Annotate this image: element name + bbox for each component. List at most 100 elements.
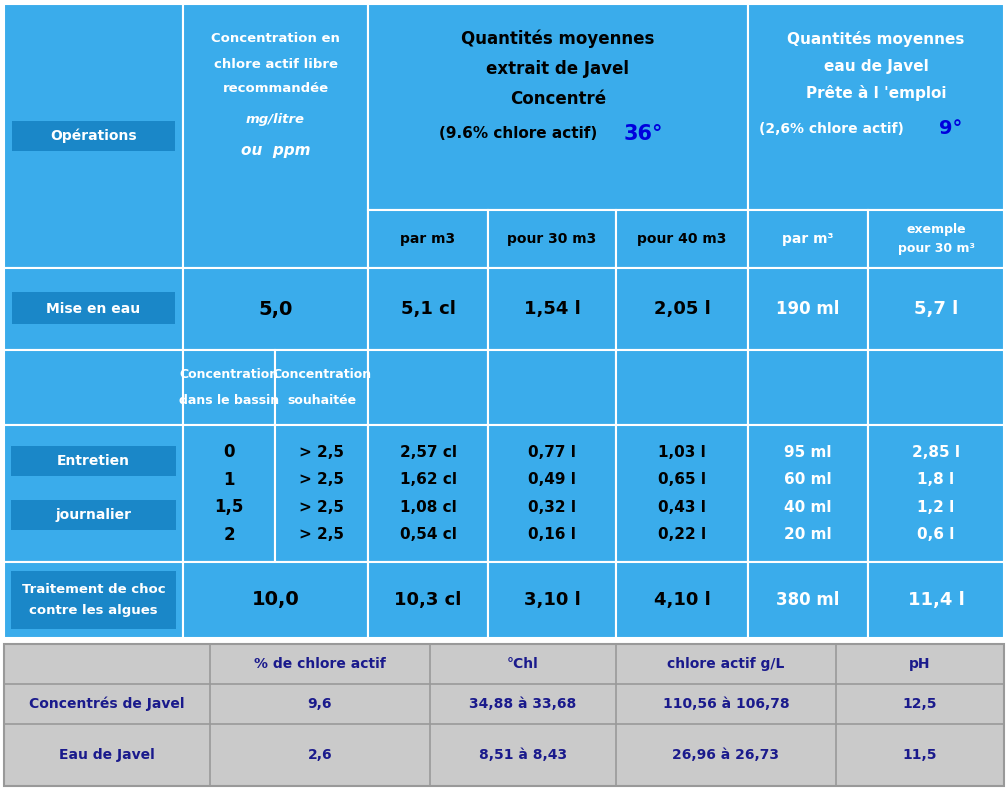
Text: chlore actif g/L: chlore actif g/L [667,657,784,671]
Bar [4,4,1004,638]
Text: journalier: journalier [55,509,131,522]
Text: pour 30 m³: pour 30 m³ [897,243,975,255]
Bar [748,4,1004,210]
Text: 2: 2 [223,525,235,544]
Bar [11,446,176,476]
Text: ou  ppm: ou ppm [241,144,310,159]
Text: Traitement de choc: Traitement de choc [22,583,165,596]
Text: 60 ml: 60 ml [784,472,832,487]
Bar [368,4,748,210]
Text: 0,6 l: 0,6 l [917,527,955,542]
Text: Mise en eau: Mise en eau [46,302,140,316]
Text: Concentration: Concentration [179,368,278,382]
Bar [183,350,275,425]
Bar [616,425,748,562]
Text: dans le bassin: dans le bassin [179,393,279,407]
Text: 3,10 l: 3,10 l [523,591,581,609]
Text: 0,43 l: 0,43 l [658,500,706,515]
Text: 0,16 l: 0,16 l [528,527,576,542]
Text: Prête à l 'emploi: Prête à l 'emploi [805,85,947,101]
Text: chlore actif libre: chlore actif libre [214,58,338,70]
Bar [12,292,175,324]
Text: pour 30 m3: pour 30 m3 [507,232,597,246]
Text: % de chlore actif: % de chlore actif [254,657,386,671]
Text: 1,03 l: 1,03 l [658,445,706,460]
Bar [616,268,748,350]
Bar [4,562,183,638]
Text: 0,77 l: 0,77 l [528,445,576,460]
Bar [868,562,1004,638]
Bar [12,121,175,151]
Text: par m³: par m³ [782,232,834,246]
Bar [748,350,868,425]
Bar [183,268,368,350]
Text: 1,5: 1,5 [215,498,244,516]
Text: 12,5: 12,5 [903,697,937,711]
Text: 11,5: 11,5 [903,748,937,762]
Bar [488,425,616,562]
Bar [368,425,488,562]
Bar [368,562,488,638]
Text: 1,08 cl: 1,08 cl [399,500,457,515]
Text: 1: 1 [223,471,235,489]
Text: 2,85 l: 2,85 l [912,445,960,460]
Text: 0,49 l: 0,49 l [528,472,576,487]
Text: extrait de Javel: extrait de Javel [487,60,630,78]
Text: Concentré: Concentré [510,90,606,108]
Text: 0,32 l: 0,32 l [528,500,576,515]
Bar [616,210,748,268]
Text: pH: pH [909,657,930,671]
Text: 1,62 cl: 1,62 cl [399,472,457,487]
Text: 4,10 l: 4,10 l [653,591,711,609]
Text: par m3: par m3 [400,232,456,246]
Text: mg/litre: mg/litre [246,112,305,126]
Text: Quantités moyennes: Quantités moyennes [787,31,965,47]
Bar [868,425,1004,562]
Text: 8,51 à 8,43: 8,51 à 8,43 [479,748,568,762]
Bar [4,425,183,562]
Text: 380 ml: 380 ml [776,591,840,609]
Text: 2,6: 2,6 [307,748,333,762]
Text: 0,54 cl: 0,54 cl [399,527,457,542]
Text: 1,8 l: 1,8 l [917,472,955,487]
Text: 26,96 à 26,73: 26,96 à 26,73 [672,748,779,762]
Bar [4,644,1004,786]
Text: > 2,5: > 2,5 [299,527,344,542]
Text: 10,3 cl: 10,3 cl [394,591,462,609]
Text: 5,1 cl: 5,1 cl [400,300,456,318]
Text: 9,6: 9,6 [307,697,333,711]
Bar [183,4,368,268]
Text: 2,05 l: 2,05 l [653,300,711,318]
Text: 190 ml: 190 ml [776,300,840,318]
Text: (9.6% chlore actif): (9.6% chlore actif) [438,126,597,141]
Text: pour 40 m3: pour 40 m3 [637,232,727,246]
Text: 0,22 l: 0,22 l [658,527,706,542]
Text: Concentrés de Javel: Concentrés de Javel [29,697,184,711]
Bar [4,268,183,350]
Text: (2,6% chlore actif): (2,6% chlore actif) [759,122,903,136]
Text: eau de Javel: eau de Javel [824,58,928,73]
Text: > 2,5: > 2,5 [299,445,344,460]
Bar [748,425,868,562]
Bar [275,425,368,562]
Bar [368,268,488,350]
Text: °Chl: °Chl [507,657,539,671]
Bar [368,210,488,268]
Bar [183,562,368,638]
Text: Quantités moyennes: Quantités moyennes [462,30,654,48]
Text: souhaitée: souhaitée [287,393,356,407]
Bar [748,562,868,638]
Text: 5,0: 5,0 [258,299,292,318]
Text: 0: 0 [223,443,235,461]
Text: 20 ml: 20 ml [784,527,832,542]
Text: > 2,5: > 2,5 [299,472,344,487]
Text: 1,2 l: 1,2 l [917,500,955,515]
Text: 34,88 à 33,68: 34,88 à 33,68 [470,697,577,711]
Text: 40 ml: 40 ml [784,500,832,515]
Bar [868,268,1004,350]
Text: 5,7 l: 5,7 l [914,300,959,318]
Bar [368,350,488,425]
Bar [748,268,868,350]
Bar [868,210,1004,268]
Text: > 2,5: > 2,5 [299,500,344,515]
